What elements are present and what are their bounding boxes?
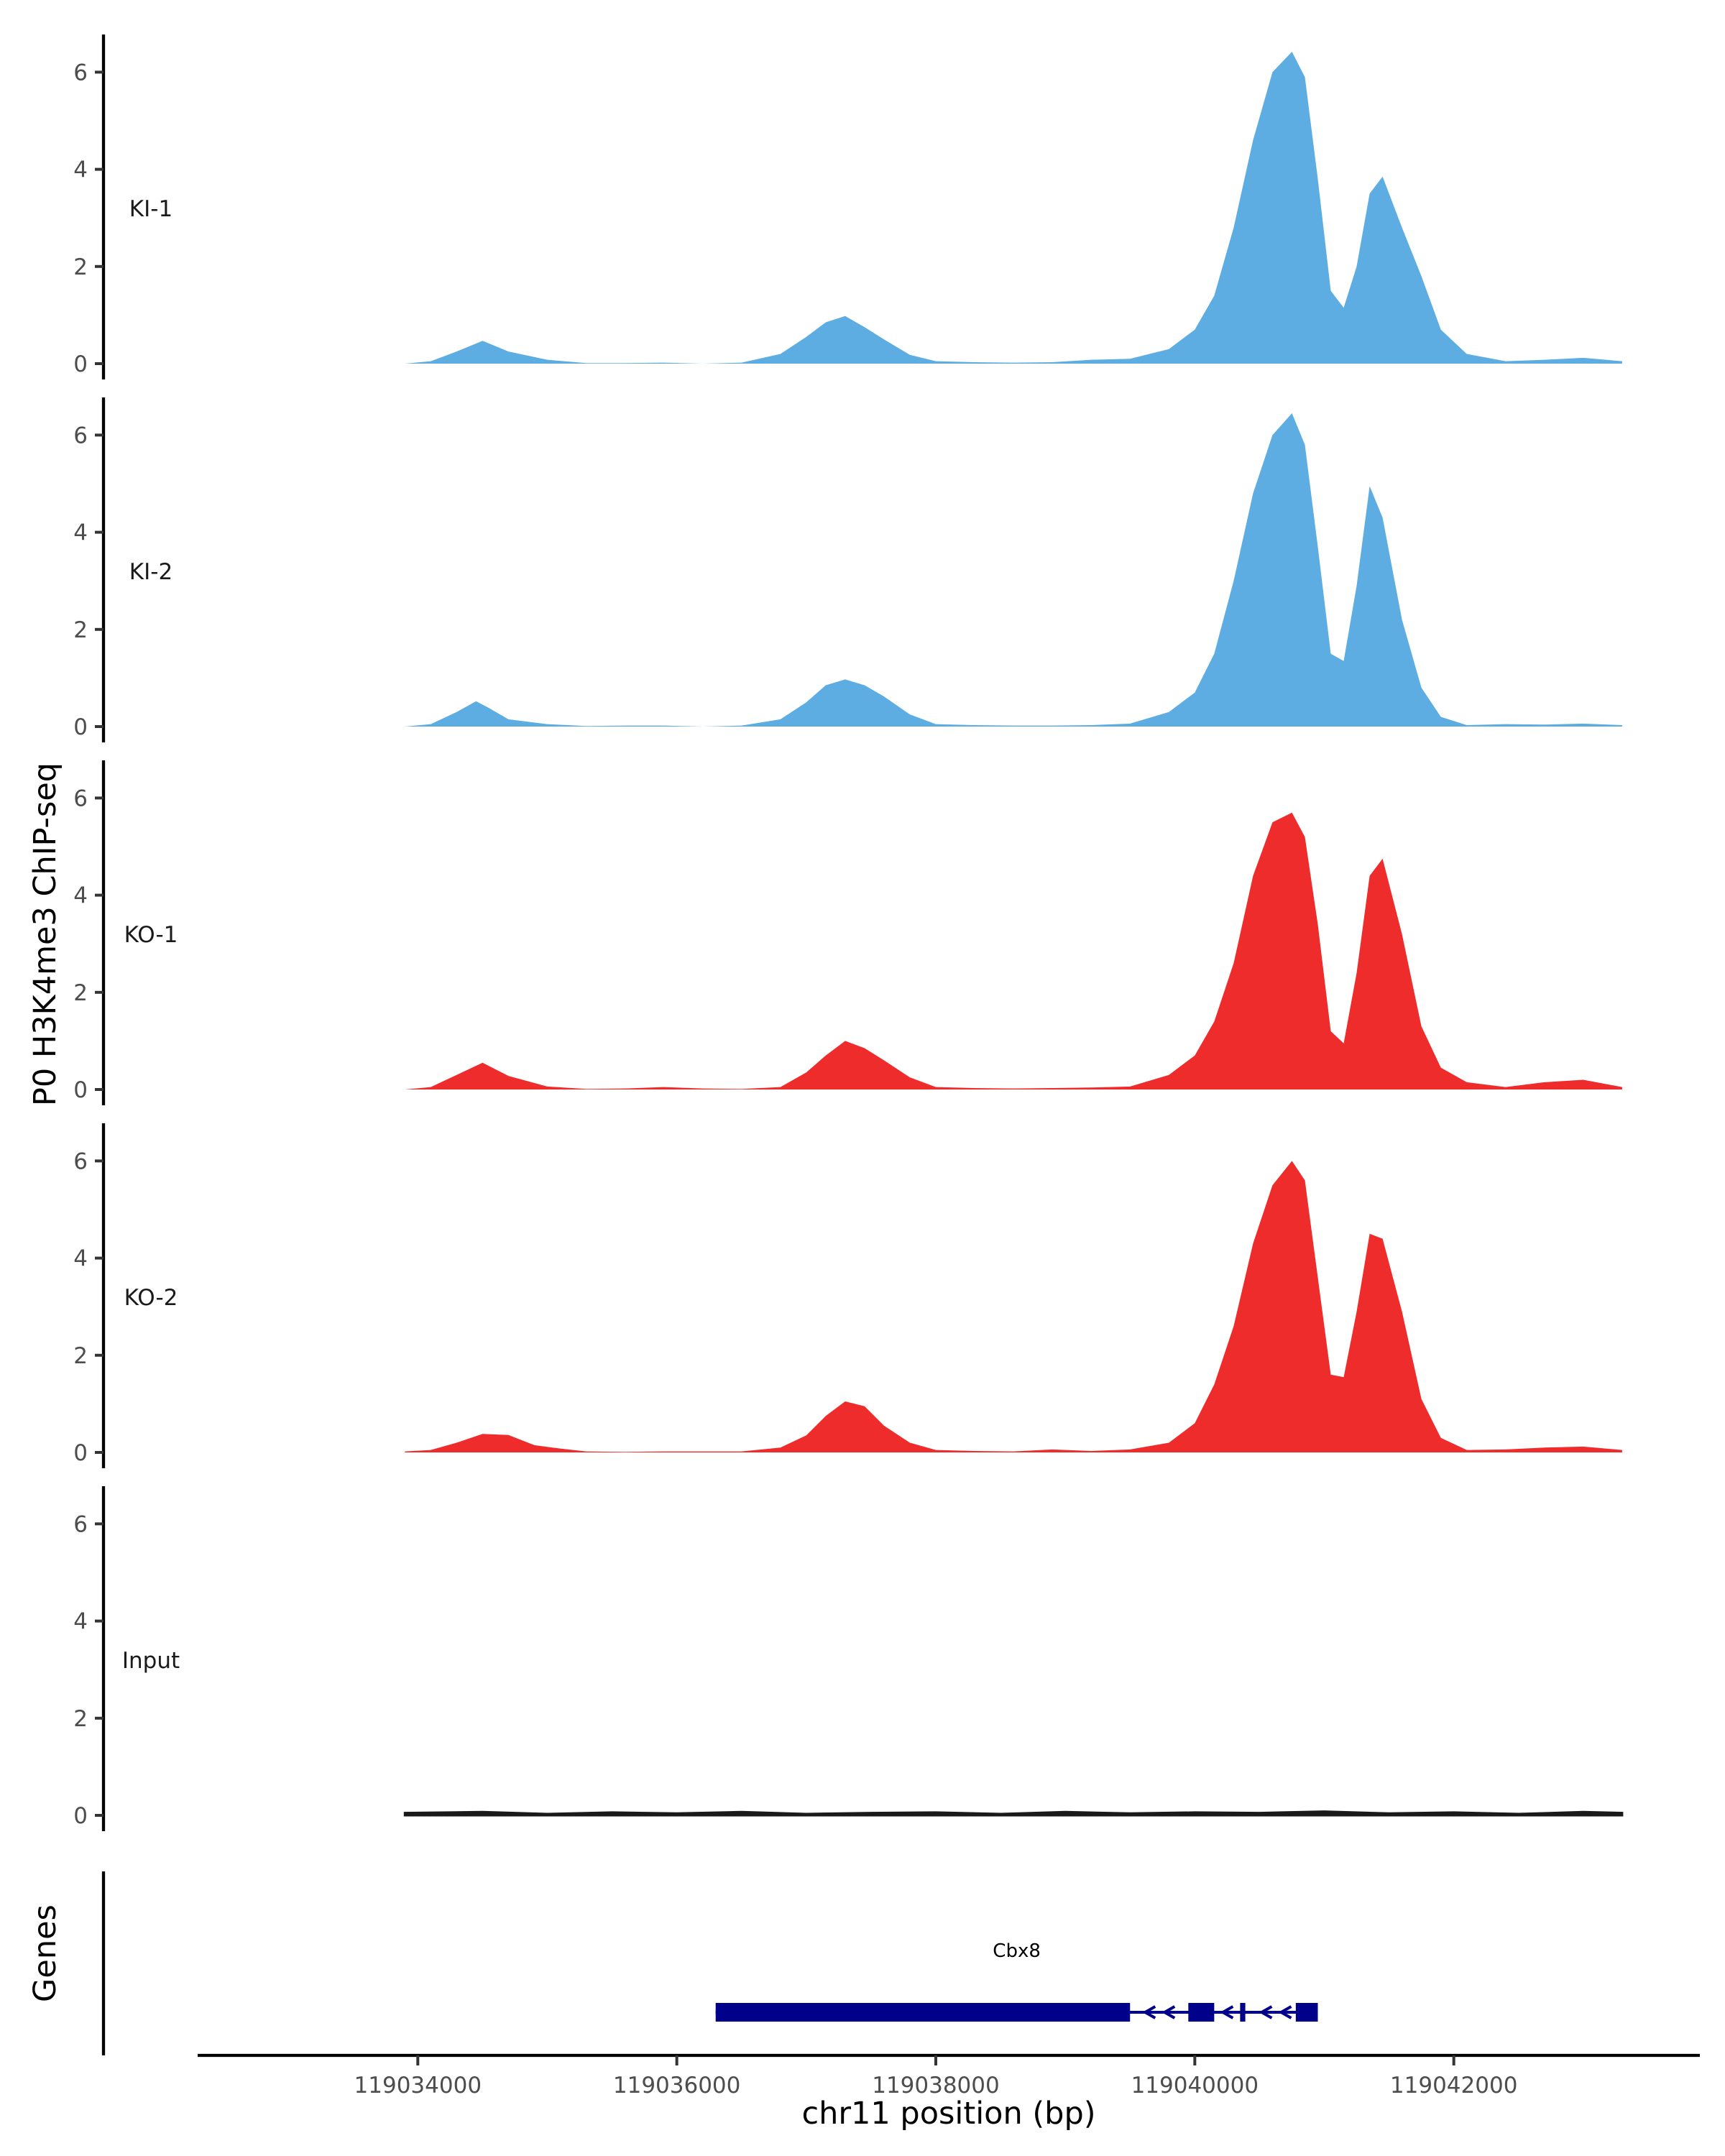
coverage-area-ko-2 bbox=[405, 1161, 1622, 1452]
genes-track-title: Genes bbox=[27, 1904, 63, 2002]
strand-arrow-icon bbox=[1220, 2005, 1234, 2019]
genes-track: Genes Cbx8 bbox=[27, 1871, 1318, 2055]
gene-exon bbox=[1188, 2003, 1215, 2022]
y-tick-label: 4 bbox=[73, 1609, 88, 1635]
track-ko-1: 0 2 4 6 KO-1 bbox=[73, 760, 1622, 1105]
x-axis: chr11 position (bp) 119034000 119036000 11… bbox=[198, 2053, 1700, 2132]
x-tick-label: 119042000 bbox=[1390, 2073, 1518, 2099]
gene-exon bbox=[715, 2003, 1131, 2022]
y-tick-label: 0 bbox=[73, 1077, 88, 1103]
track-label-ko-2: KO-2 bbox=[124, 1285, 178, 1311]
y-tick-label: 6 bbox=[73, 786, 88, 811]
y-tick-label: 6 bbox=[73, 1148, 88, 1174]
y-tick-label: 4 bbox=[73, 520, 88, 546]
coverage-area-ko-1 bbox=[405, 812, 1622, 1089]
gene-label: Cbx8 bbox=[993, 1940, 1041, 1962]
track-ki-1: 0 2 4 6 KI-1 bbox=[73, 34, 1622, 379]
coverage-area-input bbox=[403, 1810, 1624, 1817]
y-tick-label: 0 bbox=[73, 714, 88, 740]
y-tick-label: 0 bbox=[73, 1440, 88, 1466]
y-tick-label: 4 bbox=[73, 1246, 88, 1272]
track-ko-2: 0 2 4 6 KO-2 bbox=[73, 1123, 1622, 1468]
y-tick-label: 0 bbox=[73, 1803, 88, 1829]
strand-arrow-icon bbox=[1278, 2005, 1292, 2019]
y-tick-label: 0 bbox=[73, 351, 88, 377]
coverage-area-ki-1 bbox=[405, 52, 1622, 364]
x-tick-label: 119040000 bbox=[1131, 2073, 1259, 2099]
gene-exon bbox=[1295, 2003, 1318, 2022]
track-input: 0 2 4 6 Input bbox=[73, 1486, 1624, 1831]
y-tick-label: 2 bbox=[73, 254, 88, 280]
strand-arrow-icon bbox=[1259, 2005, 1273, 2019]
y-tick-label: 4 bbox=[73, 157, 88, 183]
y-axis-title: P0 H3K4me3 ChIP-seq bbox=[27, 763, 63, 1106]
gene-exon bbox=[1240, 2003, 1246, 2022]
y-tick-label: 2 bbox=[73, 1343, 88, 1369]
y-tick-label: 2 bbox=[73, 1706, 88, 1732]
y-tick-label: 6 bbox=[73, 423, 88, 448]
track-ki-2: 0 2 4 6 KI-2 bbox=[73, 397, 1622, 742]
y-tick-label: 6 bbox=[73, 60, 88, 86]
coverage-area-ki-2 bbox=[405, 413, 1622, 727]
y-tick-label: 6 bbox=[73, 1511, 88, 1537]
track-label-ko-1: KO-1 bbox=[124, 922, 178, 948]
y-tick-label: 2 bbox=[73, 617, 88, 643]
y-tick-label: 2 bbox=[73, 980, 88, 1006]
x-tick-label: 119038000 bbox=[872, 2073, 1000, 2099]
strand-arrow-icon bbox=[1162, 2005, 1176, 2019]
x-axis-title: chr11 position (bp) bbox=[801, 2096, 1095, 2132]
y-tick-label: 4 bbox=[73, 883, 88, 909]
x-tick-label: 119034000 bbox=[354, 2073, 482, 2099]
strand-arrow-icon bbox=[1142, 2005, 1156, 2019]
track-label-ki-2: KI-2 bbox=[129, 559, 172, 585]
x-tick-label: 119036000 bbox=[613, 2073, 741, 2099]
track-label-ki-1: KI-1 bbox=[129, 196, 172, 222]
coverage-tracks: 0 2 4 6 KI-1 0 2 4 6 KI-2 0 2 4 6 KO-1 0 2 4 6 KO-2 0 2 4 6 Inpu… bbox=[73, 34, 1624, 1831]
track-label-input: Input bbox=[122, 1648, 180, 1674]
